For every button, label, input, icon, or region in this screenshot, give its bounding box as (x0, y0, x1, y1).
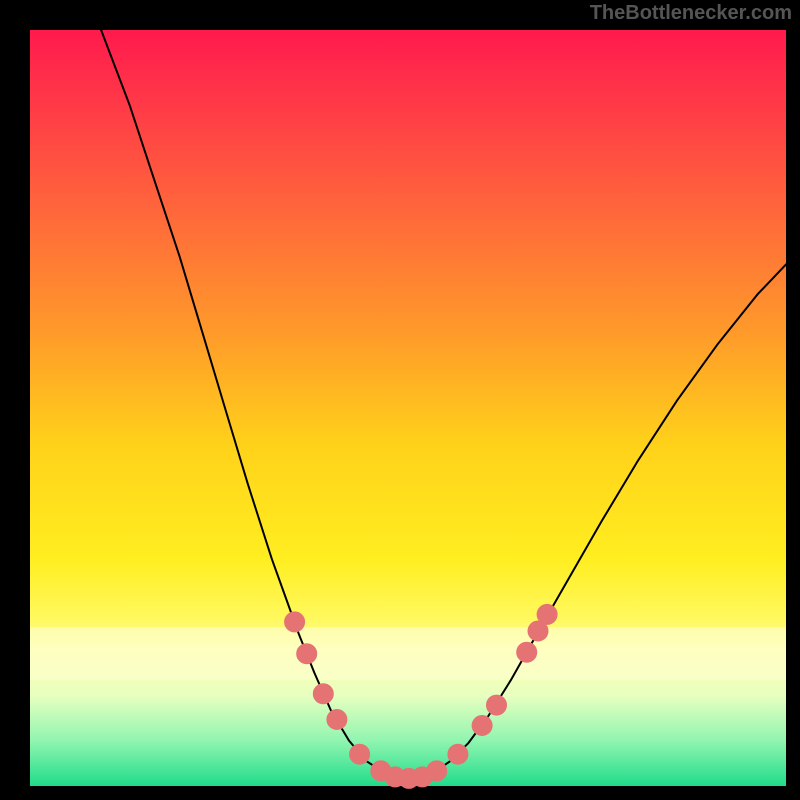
data-marker (448, 744, 468, 764)
data-marker (313, 684, 333, 704)
data-marker (517, 642, 537, 662)
data-marker (327, 710, 347, 730)
pale-band (30, 627, 786, 680)
bottleneck-chart (0, 0, 800, 800)
chart-container: TheBottlenecker.com (0, 0, 800, 800)
data-marker (285, 612, 305, 632)
data-marker (487, 695, 507, 715)
watermark-text: TheBottlenecker.com (590, 2, 792, 25)
data-marker (472, 716, 492, 736)
data-marker (537, 604, 557, 624)
data-marker (297, 644, 317, 664)
data-marker (350, 744, 370, 764)
data-marker (427, 761, 447, 781)
